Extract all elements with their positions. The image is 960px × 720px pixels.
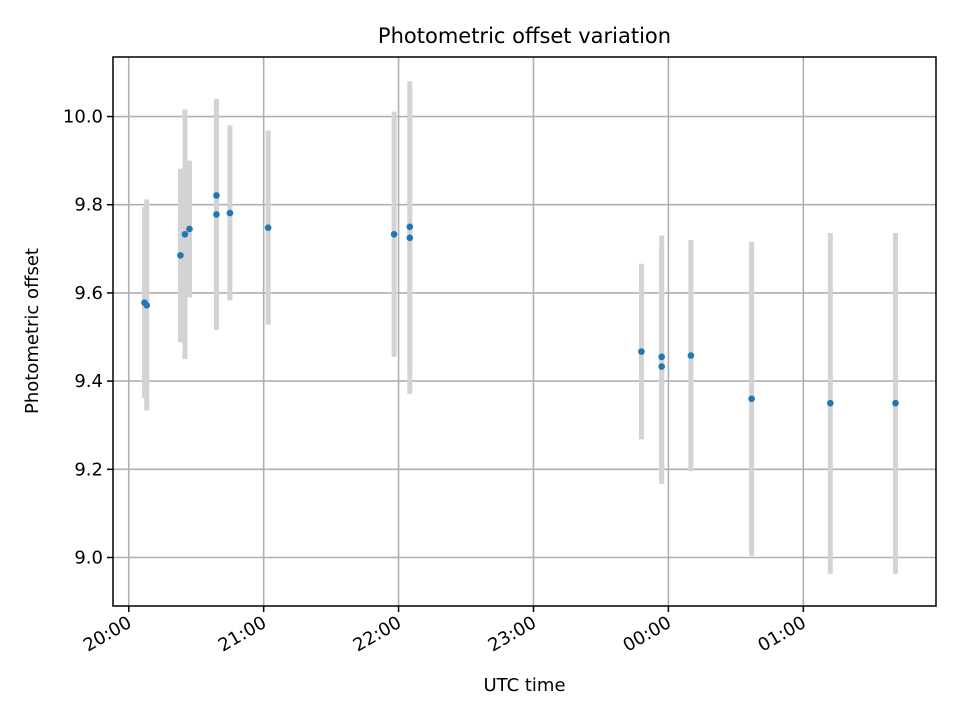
y-tick-label: 9.6: [74, 283, 103, 304]
y-tick-label: 9.4: [74, 371, 103, 392]
data-point: [658, 363, 665, 370]
data-point: [213, 211, 220, 218]
y-tick-label: 9.0: [74, 547, 103, 568]
data-point: [226, 209, 234, 217]
x-axis-label: UTC time: [483, 675, 565, 696]
x-tick-label: 21:00: [215, 612, 270, 656]
data-point: [658, 353, 665, 361]
error-bar-layer: [141, 81, 899, 574]
x-tick-label: 20:00: [80, 612, 135, 656]
y-tick-label: 9.8: [74, 195, 103, 216]
data-point: [264, 224, 272, 231]
data-point: [827, 399, 834, 407]
y-axis-label: Photometric offset: [22, 248, 43, 414]
x-tick-label: 00:00: [619, 612, 674, 656]
y-tick-label: 9.2: [74, 459, 103, 480]
data-point: [143, 301, 151, 309]
grid-layer: [113, 57, 936, 606]
x-tick-label: 01:00: [754, 612, 809, 656]
data-point: [892, 399, 899, 407]
data-point: [213, 192, 220, 199]
data-point-layer: [141, 192, 899, 407]
data-point: [390, 230, 398, 238]
data-point: [638, 348, 645, 355]
chart-title: Photometric offset variation: [378, 24, 671, 48]
x-tick-label: 22:00: [350, 612, 405, 656]
data-point: [177, 252, 184, 259]
data-point: [748, 395, 755, 403]
data-point: [406, 223, 414, 231]
data-point: [181, 230, 189, 238]
plot-frame: [112, 56, 937, 607]
x-tick-label: 23:00: [485, 612, 540, 656]
data-point: [687, 352, 695, 359]
data-point: [406, 234, 414, 242]
y-tick-label: 10.0: [63, 107, 103, 128]
data-point: [186, 225, 193, 233]
